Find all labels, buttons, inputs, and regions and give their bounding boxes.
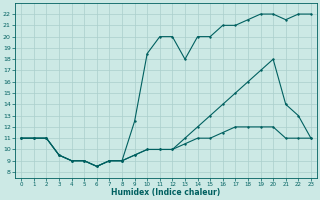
X-axis label: Humidex (Indice chaleur): Humidex (Indice chaleur) — [111, 188, 221, 197]
